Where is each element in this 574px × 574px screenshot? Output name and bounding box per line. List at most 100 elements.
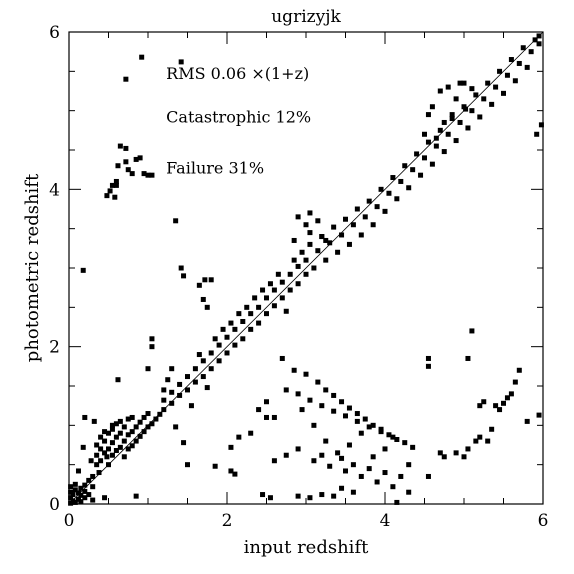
data-point <box>319 492 325 498</box>
data-point <box>121 454 127 460</box>
data-point <box>469 108 475 114</box>
data-point <box>311 458 317 464</box>
data-point <box>473 438 479 444</box>
data-point <box>445 131 451 137</box>
data-point <box>72 481 78 487</box>
data-point <box>161 387 167 393</box>
data-point <box>113 448 119 454</box>
data-point <box>267 495 273 501</box>
data-point <box>188 403 194 409</box>
data-point <box>362 214 368 220</box>
data-point <box>279 295 285 301</box>
data-point <box>129 429 135 435</box>
data-point <box>295 263 301 269</box>
data-point <box>516 367 522 373</box>
data-point <box>157 411 163 417</box>
data-point <box>374 204 380 210</box>
data-point <box>295 493 301 499</box>
data-point <box>323 438 329 444</box>
data-point <box>98 434 104 440</box>
data-point <box>129 443 135 449</box>
data-point <box>339 399 345 405</box>
data-point <box>504 72 510 78</box>
data-point <box>366 424 372 430</box>
data-point <box>402 163 408 169</box>
data-point <box>109 426 115 432</box>
data-point <box>441 119 447 125</box>
data-point <box>252 295 258 301</box>
data-point <box>350 222 356 228</box>
data-point <box>121 438 127 444</box>
data-point <box>279 355 285 361</box>
data-point <box>323 387 329 393</box>
data-point <box>196 282 202 288</box>
data-point <box>362 416 368 422</box>
data-point <box>429 104 435 110</box>
data-point <box>437 88 443 94</box>
data-point <box>283 308 289 314</box>
data-point <box>271 303 277 309</box>
data-point <box>256 320 262 326</box>
data-point <box>78 492 84 498</box>
data-point <box>307 397 313 403</box>
data-point <box>141 429 147 435</box>
data-point <box>382 208 388 214</box>
y-axis-label: photometric redshift <box>22 173 43 362</box>
data-point <box>323 257 329 263</box>
data-point <box>469 328 475 334</box>
data-point <box>315 218 321 224</box>
data-point <box>449 116 455 122</box>
data-point <box>153 416 159 422</box>
data-point <box>106 446 111 452</box>
data-point <box>240 318 246 324</box>
data-point <box>311 265 317 271</box>
x-tick-label: 6 <box>538 511 549 531</box>
data-point <box>82 414 88 420</box>
data-point <box>220 326 226 332</box>
data-point <box>123 159 129 165</box>
data-point <box>331 408 337 414</box>
data-point <box>129 414 135 420</box>
data-point <box>161 397 167 403</box>
data-point <box>75 468 81 474</box>
data-point <box>82 488 88 494</box>
data-point <box>354 411 360 417</box>
data-point <box>382 470 388 476</box>
data-point <box>109 182 115 188</box>
data-point <box>425 355 431 361</box>
data-point <box>485 80 491 86</box>
x-tick-label: 4 <box>380 511 391 531</box>
data-point <box>133 424 139 430</box>
data-point <box>331 224 337 230</box>
data-point <box>370 422 376 428</box>
data-point <box>112 194 118 200</box>
data-point <box>406 185 412 191</box>
data-point <box>98 458 104 464</box>
data-point <box>125 167 131 173</box>
data-point <box>536 412 542 418</box>
data-point <box>303 222 309 228</box>
data-point <box>236 311 242 317</box>
data-point <box>481 96 487 102</box>
data-point <box>398 178 404 184</box>
data-point <box>149 172 155 178</box>
data-point <box>481 399 487 405</box>
data-point <box>299 407 305 413</box>
data-point <box>524 64 530 70</box>
data-point <box>429 161 435 167</box>
data-point <box>366 198 372 204</box>
data-point <box>346 405 352 411</box>
annotation-text: RMS 0.06 ×(1+z) <box>166 64 309 83</box>
data-point <box>469 86 475 92</box>
data-point <box>141 171 147 177</box>
data-point <box>202 277 208 283</box>
data-point <box>86 492 92 498</box>
data-point <box>449 112 455 118</box>
data-point <box>80 267 86 273</box>
data-point <box>477 434 483 440</box>
data-point <box>204 304 210 310</box>
data-point <box>204 385 210 391</box>
data-point <box>283 387 289 393</box>
data-point <box>390 434 396 440</box>
data-point <box>291 237 297 243</box>
